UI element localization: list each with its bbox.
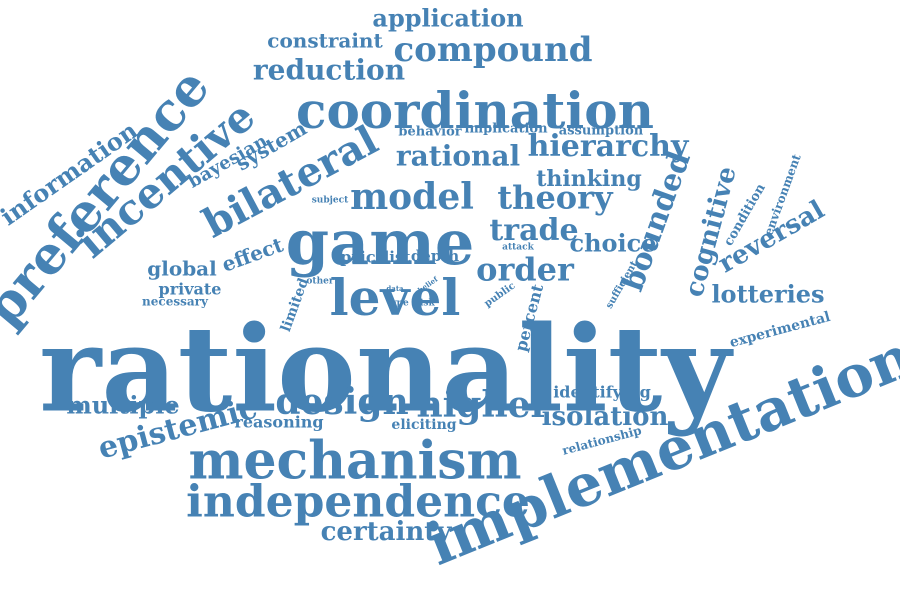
word-subject: subject	[312, 196, 349, 206]
word-assumption: assumption	[559, 124, 644, 139]
word-design: design	[275, 381, 408, 423]
word-model: model	[350, 176, 474, 218]
word-lotteries: lotteries	[711, 280, 824, 309]
word-behavior: behavior	[398, 125, 461, 140]
word-list: list	[384, 248, 411, 266]
word-data: data	[386, 284, 404, 293]
word-certainty: certainty	[321, 517, 453, 547]
word-trade: trade	[489, 213, 578, 248]
word-risk: risk	[415, 299, 435, 309]
word-order: order	[476, 251, 575, 289]
word-mechanism: mechanism	[188, 431, 521, 492]
word-multiple: multiple	[66, 391, 179, 420]
word-rationality: rationality	[39, 300, 734, 439]
word-reduction: reduction	[253, 54, 405, 87]
word-type: type	[387, 299, 409, 309]
word-experimental: experimental	[728, 309, 832, 351]
word-implication: implication	[464, 122, 548, 137]
word-depth: depth	[411, 247, 459, 265]
word-other: other	[306, 277, 333, 287]
word-private: private	[159, 280, 222, 299]
word-choice: choice	[569, 229, 656, 258]
word-global: global	[147, 257, 217, 281]
word-isolation: isolation	[542, 402, 669, 432]
word-coordination: coordination	[296, 81, 654, 140]
word-rational: rational	[396, 140, 520, 173]
word-independence: independence	[186, 477, 530, 528]
word-compound: compound	[393, 30, 592, 70]
word-theory: theory	[497, 179, 614, 217]
word-level: level	[330, 268, 461, 327]
word-constraint: constraint	[267, 29, 383, 53]
word-eliciting: eliciting	[391, 417, 456, 433]
word-attack: attack	[502, 243, 534, 253]
word-identifying: identifying	[553, 383, 651, 402]
word-reasoning: reasoning	[234, 413, 323, 432]
word-price: price	[340, 248, 386, 267]
word-necessary: necessary	[142, 295, 209, 309]
word-thinking: thinking	[536, 166, 642, 192]
word-higher: higher	[416, 384, 550, 426]
word-application: application	[372, 4, 523, 33]
word-hierarchy: hierarchy	[528, 129, 690, 164]
word-game: game	[286, 206, 475, 279]
